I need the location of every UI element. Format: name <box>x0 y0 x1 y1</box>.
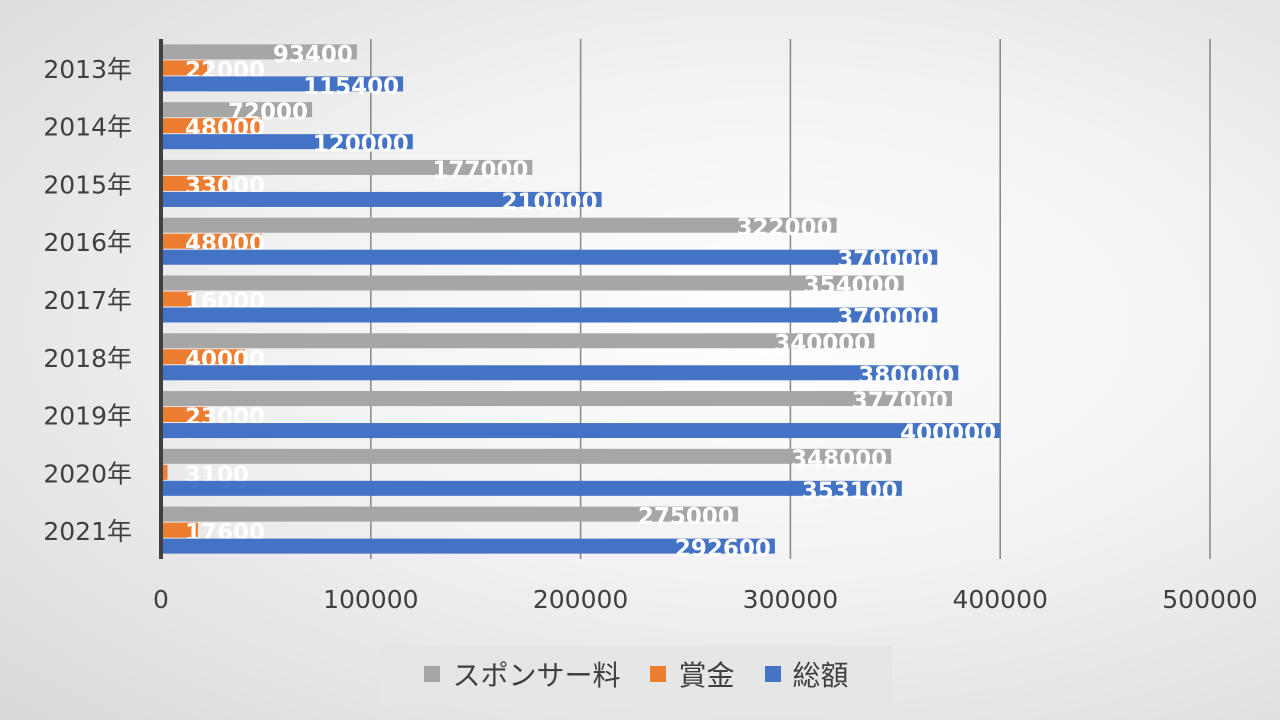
bar-prize <box>161 407 210 423</box>
bar-prize <box>161 349 245 365</box>
bar-prize <box>161 175 231 191</box>
data-label: 370000 <box>837 305 933 331</box>
x-tick-label: 400000 <box>952 585 1047 614</box>
bar-total <box>161 249 938 265</box>
bar-sponsor <box>161 275 904 291</box>
y-category-label: 2018年 <box>43 344 132 373</box>
bar-sponsor <box>161 102 313 118</box>
data-label: 120000 <box>313 132 409 158</box>
bar-sponsor <box>161 506 738 522</box>
data-label: 93400 <box>273 42 353 68</box>
data-label: 377000 <box>852 389 948 415</box>
x-tick-label: 100000 <box>323 585 418 614</box>
x-tick-label: 300000 <box>743 585 838 614</box>
bar-total <box>161 538 775 554</box>
chart-plot: 0 100000 200000 300000 400000 500000934002200… <box>43 39 1258 614</box>
bar-prize <box>161 522 198 538</box>
bar-sponsor <box>161 159 533 175</box>
bar-prize <box>161 464 168 480</box>
bar-sponsor <box>161 44 357 60</box>
y-category-label: 2014年 <box>43 113 132 142</box>
bar-total <box>161 76 404 92</box>
y-category-label: 2016年 <box>43 228 132 257</box>
bar-prize <box>161 118 262 134</box>
data-label: 354000 <box>804 273 900 299</box>
bar-sponsor <box>161 391 952 407</box>
bar-total <box>161 134 413 150</box>
x-tick-label: 200000 <box>533 585 628 614</box>
x-tick-label: 0 <box>153 585 169 614</box>
x-tick-label: 500000 <box>1162 585 1257 614</box>
data-label: 380000 <box>858 363 954 389</box>
bar-sponsor <box>161 217 837 233</box>
y-category-label: 2021年 <box>43 517 132 546</box>
legend-item-prize: 賞金 <box>650 654 735 694</box>
data-label: 115400 <box>303 74 399 100</box>
bar-total <box>161 365 959 381</box>
y-category-label: 2013年 <box>43 55 132 84</box>
data-label: 210000 <box>502 189 598 215</box>
data-label: 340000 <box>774 331 870 357</box>
y-category-label: 2019年 <box>43 402 132 431</box>
legend-label-total: 総額 <box>792 659 849 692</box>
y-category-label: 2020年 <box>43 459 132 488</box>
bar-prize <box>161 233 262 249</box>
y-category-label: 2017年 <box>43 286 132 315</box>
bar-total <box>161 191 602 207</box>
bar-sponsor <box>161 333 875 349</box>
data-label: 353100 <box>802 478 898 504</box>
data-label: 275000 <box>638 504 734 530</box>
data-label: 177000 <box>432 157 528 183</box>
bar-total <box>161 423 1001 439</box>
data-label: 322000 <box>737 215 833 241</box>
legend-swatch-sponsor <box>424 666 441 682</box>
bar-prize <box>161 60 208 76</box>
legend-label-sponsor: スポンサー料 <box>452 659 621 692</box>
data-label: 292600 <box>675 536 771 562</box>
y-category-label: 2015年 <box>43 170 132 199</box>
bar-total <box>161 307 938 323</box>
legend-item-total: 総額 <box>764 654 849 694</box>
legend-swatch-total <box>764 666 781 682</box>
chart-legend: スポンサー料 賞金 総額 <box>381 645 892 703</box>
bar-total <box>161 480 902 496</box>
legend-label-prize: 賞金 <box>678 659 735 692</box>
data-label: 370000 <box>837 247 933 273</box>
data-label: 400000 <box>900 421 996 447</box>
legend-item-sponsor: スポンサー料 <box>424 654 620 694</box>
legend-swatch-prize <box>650 666 667 682</box>
data-label: 348000 <box>791 446 887 472</box>
bar-prize <box>161 291 195 307</box>
bar-sponsor <box>161 448 892 464</box>
